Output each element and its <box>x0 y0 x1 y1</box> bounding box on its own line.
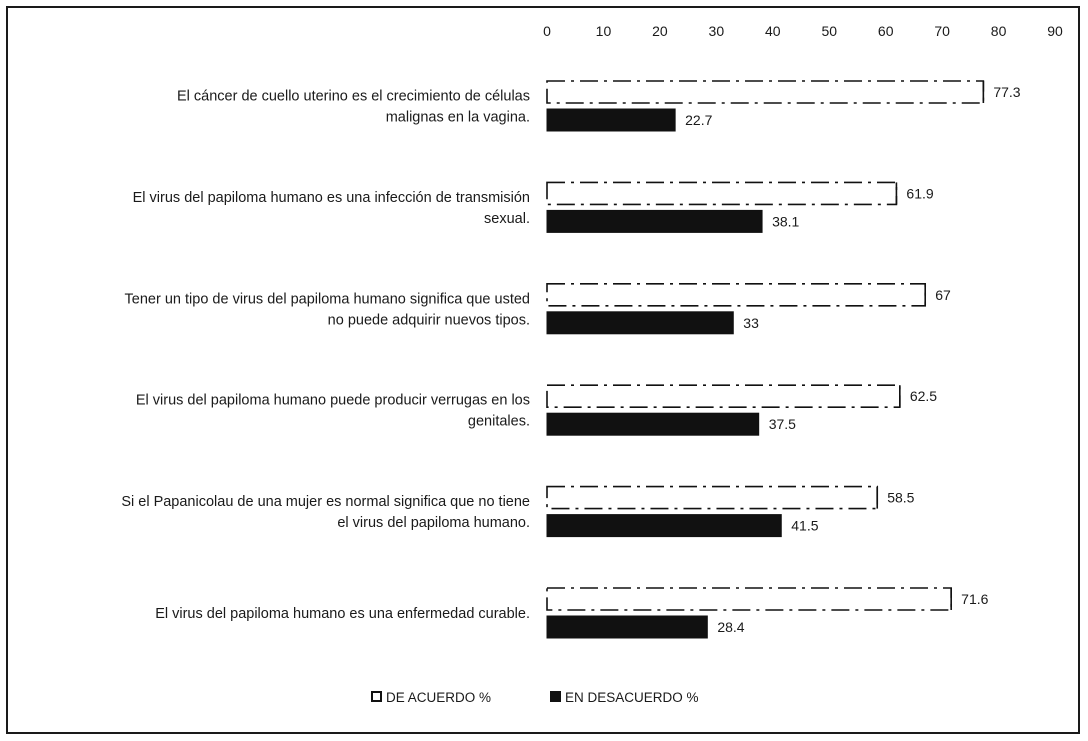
category-label-line: el virus del papiloma humano. <box>337 515 530 531</box>
category-label-line: El virus del papiloma humano puede produ… <box>136 393 530 409</box>
bar-de-acuerdo <box>546 80 985 104</box>
category-label-line: El virus del papiloma humano es una enfe… <box>155 606 530 622</box>
category-label-line: malignas en la vagina. <box>386 110 530 126</box>
legend-item-en-desacuerdo: EN DESACUERDO % <box>550 690 699 705</box>
x-tick-label: 30 <box>709 23 725 39</box>
data-label: 62.5 <box>910 388 937 404</box>
category-label: Tener un tipo de virus del papiloma huma… <box>125 291 530 328</box>
legend-item-de-acuerdo: DE ACUERDO % <box>371 690 491 705</box>
x-tick-label: 0 <box>543 23 551 39</box>
legend: DE ACUERDO % EN DESACUERDO % <box>371 690 699 705</box>
category-label-line: El virus del papiloma humano es una infe… <box>133 190 530 206</box>
legend-label: DE ACUERDO % <box>386 690 491 705</box>
data-label: 28.4 <box>717 619 744 635</box>
bar-de-acuerdo <box>546 384 901 409</box>
bar-de-acuerdo <box>546 485 879 510</box>
bar-en-desacuerdo <box>546 108 676 132</box>
category-label-line: Si el Papanicolau de una mujer es normal… <box>121 494 530 510</box>
data-label: 67 <box>935 287 951 303</box>
legend-label: EN DESACUERDO % <box>565 690 699 705</box>
data-label: 77.3 <box>993 84 1020 100</box>
legend-swatch <box>550 691 561 702</box>
bar-en-desacuerdo <box>546 209 763 233</box>
category-label: El virus del papiloma humano puede produ… <box>136 393 530 430</box>
x-tick-label: 90 <box>1047 23 1063 39</box>
bar-en-desacuerdo <box>546 412 760 436</box>
data-label: 61.9 <box>906 185 933 201</box>
category-label: El virus del papiloma humano es una infe… <box>133 190 530 227</box>
bar-de-acuerdo <box>546 587 952 611</box>
x-tick-label: 60 <box>878 23 894 39</box>
x-tick-label: 40 <box>765 23 781 39</box>
data-label: 58.5 <box>887 490 914 506</box>
category-label-line: sexual. <box>484 211 530 227</box>
x-tick-label: 20 <box>652 23 668 39</box>
data-label: 33 <box>743 315 759 331</box>
data-labels: 77.3 22.7 61.9 38.1 67 33 62.5 37.5 58.5 41.5 71.6… <box>685 84 1021 635</box>
data-label: 37.5 <box>769 416 796 432</box>
x-tick-label: 10 <box>596 23 612 39</box>
data-label: 22.7 <box>685 112 712 128</box>
x-axis-ticks: 0 10 20 30 40 50 60 70 80 90 <box>543 23 1063 39</box>
bar-de-acuerdo <box>546 282 927 307</box>
bar-chart: 0 10 20 30 40 50 60 70 80 90 El cáncer de cuello … <box>121 23 1063 705</box>
category-label-line: El cáncer de cuello uterino es el crecim… <box>177 89 530 105</box>
legend-swatch <box>371 691 382 702</box>
bars <box>546 80 985 639</box>
category-label-line: no puede adquirir nuevos tipos. <box>328 312 530 328</box>
chart-frame: 0 10 20 30 40 50 60 70 80 90 El cáncer de cuello … <box>6 6 1080 734</box>
bar-en-desacuerdo <box>546 514 782 538</box>
x-tick-label: 80 <box>991 23 1007 39</box>
x-tick-label: 50 <box>821 23 837 39</box>
data-label: 71.6 <box>961 591 988 607</box>
category-labels: El cáncer de cuello uterino es el crecim… <box>121 89 530 623</box>
bar-en-desacuerdo <box>546 311 734 335</box>
data-label: 41.5 <box>791 518 818 534</box>
category-label-line: Tener un tipo de virus del papiloma huma… <box>125 291 530 307</box>
bar-de-acuerdo <box>546 181 898 206</box>
category-label: Si el Papanicolau de una mujer es normal… <box>121 494 530 531</box>
category-label-line: genitales. <box>468 414 530 430</box>
category-label: El virus del papiloma humano es una enfe… <box>155 606 530 622</box>
x-tick-label: 70 <box>934 23 950 39</box>
data-label: 38.1 <box>772 213 799 229</box>
bar-en-desacuerdo <box>546 615 708 639</box>
category-label: El cáncer de cuello uterino es el crecim… <box>177 89 530 126</box>
